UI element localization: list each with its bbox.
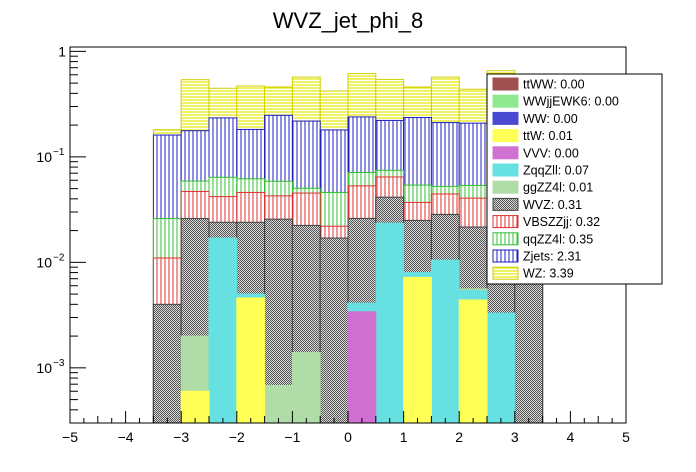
bar-ggZZ4l-bin-4	[264, 385, 293, 424]
series-VVV	[347, 311, 377, 424]
x-tick-label: −3	[173, 429, 189, 445]
legend-swatch	[492, 94, 519, 108]
legend-label: WW: 0.00	[523, 112, 578, 126]
legend: ttWW: 0.00 WWjjEWK6: 0.00 WW: 0.00 ttW: 0.0…	[486, 73, 663, 285]
y-tick-label-base: 10	[36, 360, 52, 376]
bar-ggZZ4l-bin-5	[291, 351, 321, 424]
x-tick-label: −4	[118, 429, 134, 445]
legend-swatch	[492, 111, 519, 125]
legend-label: ttW: 0.01	[523, 129, 573, 143]
chart-title: WVZ_jet_phi_8	[273, 8, 423, 33]
legend-swatch	[492, 77, 519, 91]
legend-swatch	[492, 129, 519, 143]
legend-swatch	[492, 249, 519, 263]
y-tick-label-base: 10	[36, 254, 52, 270]
legend-label: ZqqZll: 0.07	[523, 164, 589, 178]
legend-label: WWjjEWK6: 0.00	[523, 95, 619, 109]
legend-swatch	[492, 146, 519, 160]
legend-item-WZ: WZ: 3.39	[492, 266, 574, 281]
x-tick-label: 1	[400, 429, 408, 445]
legend-label: ttWW: 0.00	[523, 78, 585, 92]
legend-item-ZqqZll: ZqqZll: 0.07	[492, 163, 589, 178]
legend-label: ggZZ4l: 0.01	[523, 181, 593, 195]
y-tick-label: 10 −3	[36, 358, 64, 376]
x-axis: −5 −4 −3 −2 −1 0 1 2 3 4 5	[62, 411, 630, 445]
legend-item-WW: WW: 0.00	[492, 111, 578, 126]
legend-swatch	[492, 163, 519, 177]
x-tick-label: −1	[284, 429, 300, 445]
bar-WVZ-bin-0	[152, 303, 182, 424]
legend-item-ggZZ4l: ggZZ4l: 0.01	[492, 180, 593, 195]
legend-swatch	[492, 180, 519, 194]
bar-ttW-bin-3	[236, 297, 266, 424]
x-tick-label: 2	[455, 429, 463, 445]
y-tick-label-exp: −1	[53, 147, 65, 158]
bar-ZqqZll-bin-10	[430, 259, 460, 424]
bar-ttW-bin-9	[403, 276, 432, 424]
x-tick-label: 5	[622, 429, 630, 445]
legend-label: Zjets: 2.31	[523, 250, 581, 264]
legend-label: WVZ: 0.31	[523, 198, 582, 212]
histogram-bars	[152, 70, 544, 424]
legend-item-WWjjEWK6: WWjjEWK6: 0.00	[492, 94, 619, 109]
legend-box	[486, 73, 663, 285]
legend-label: WZ: 3.39	[523, 267, 574, 281]
y-tick-label: 10 −1	[36, 147, 64, 165]
legend-label: VVV: 0.00	[523, 146, 579, 160]
bar-WVZ-bin-6	[319, 237, 349, 424]
x-tick-label: 3	[511, 429, 519, 445]
bar-ttW-bin-11	[458, 299, 488, 424]
legend-swatch	[492, 232, 519, 246]
legend-swatch	[492, 197, 519, 211]
legend-item-VBSZZjj: VBSZZjj: 0.32	[492, 215, 600, 229]
legend-swatch	[492, 215, 519, 229]
series-ttW	[180, 276, 488, 424]
bar-WVZ-bin-13	[514, 266, 544, 424]
legend-swatch	[492, 266, 519, 280]
y-tick-label: 10 −2	[36, 252, 64, 270]
x-tick-label: −5	[62, 429, 78, 445]
bar-ZqqZll-bin-2	[208, 237, 238, 424]
y-tick-label-base: 1	[58, 43, 66, 59]
legend-label: VBSZZjj: 0.32	[523, 215, 600, 229]
y-axis: 110−110−210−3	[36, 43, 86, 424]
x-tick-label: 4	[567, 429, 575, 445]
legend-item-ttWW: ttWW: 0.00	[492, 77, 585, 92]
legend-item-VVV: VVV: 0.00	[492, 146, 579, 160]
y-tick-label: 1	[58, 43, 66, 59]
y-tick-label-base: 10	[36, 149, 52, 165]
x-tick-label: −2	[229, 429, 245, 445]
legend-item-qqZZ4l: qqZZ4l: 0.35	[492, 232, 593, 246]
y-tick-label-exp: −3	[53, 358, 65, 369]
legend-item-ttW: ttW: 0.01	[492, 129, 573, 143]
bar-ZqqZll-bin-12	[486, 312, 516, 424]
bar-VVV-bin-7	[347, 311, 377, 424]
legend-label: qqZZ4l: 0.35	[523, 232, 593, 246]
x-tick-label: 0	[344, 429, 352, 445]
y-tick-label-exp: −2	[53, 252, 65, 263]
legend-item-Zjets: Zjets: 2.31	[492, 249, 581, 264]
legend-item-WVZ: WVZ: 0.31	[492, 197, 582, 212]
bar-ZqqZll-bin-8	[375, 222, 405, 424]
